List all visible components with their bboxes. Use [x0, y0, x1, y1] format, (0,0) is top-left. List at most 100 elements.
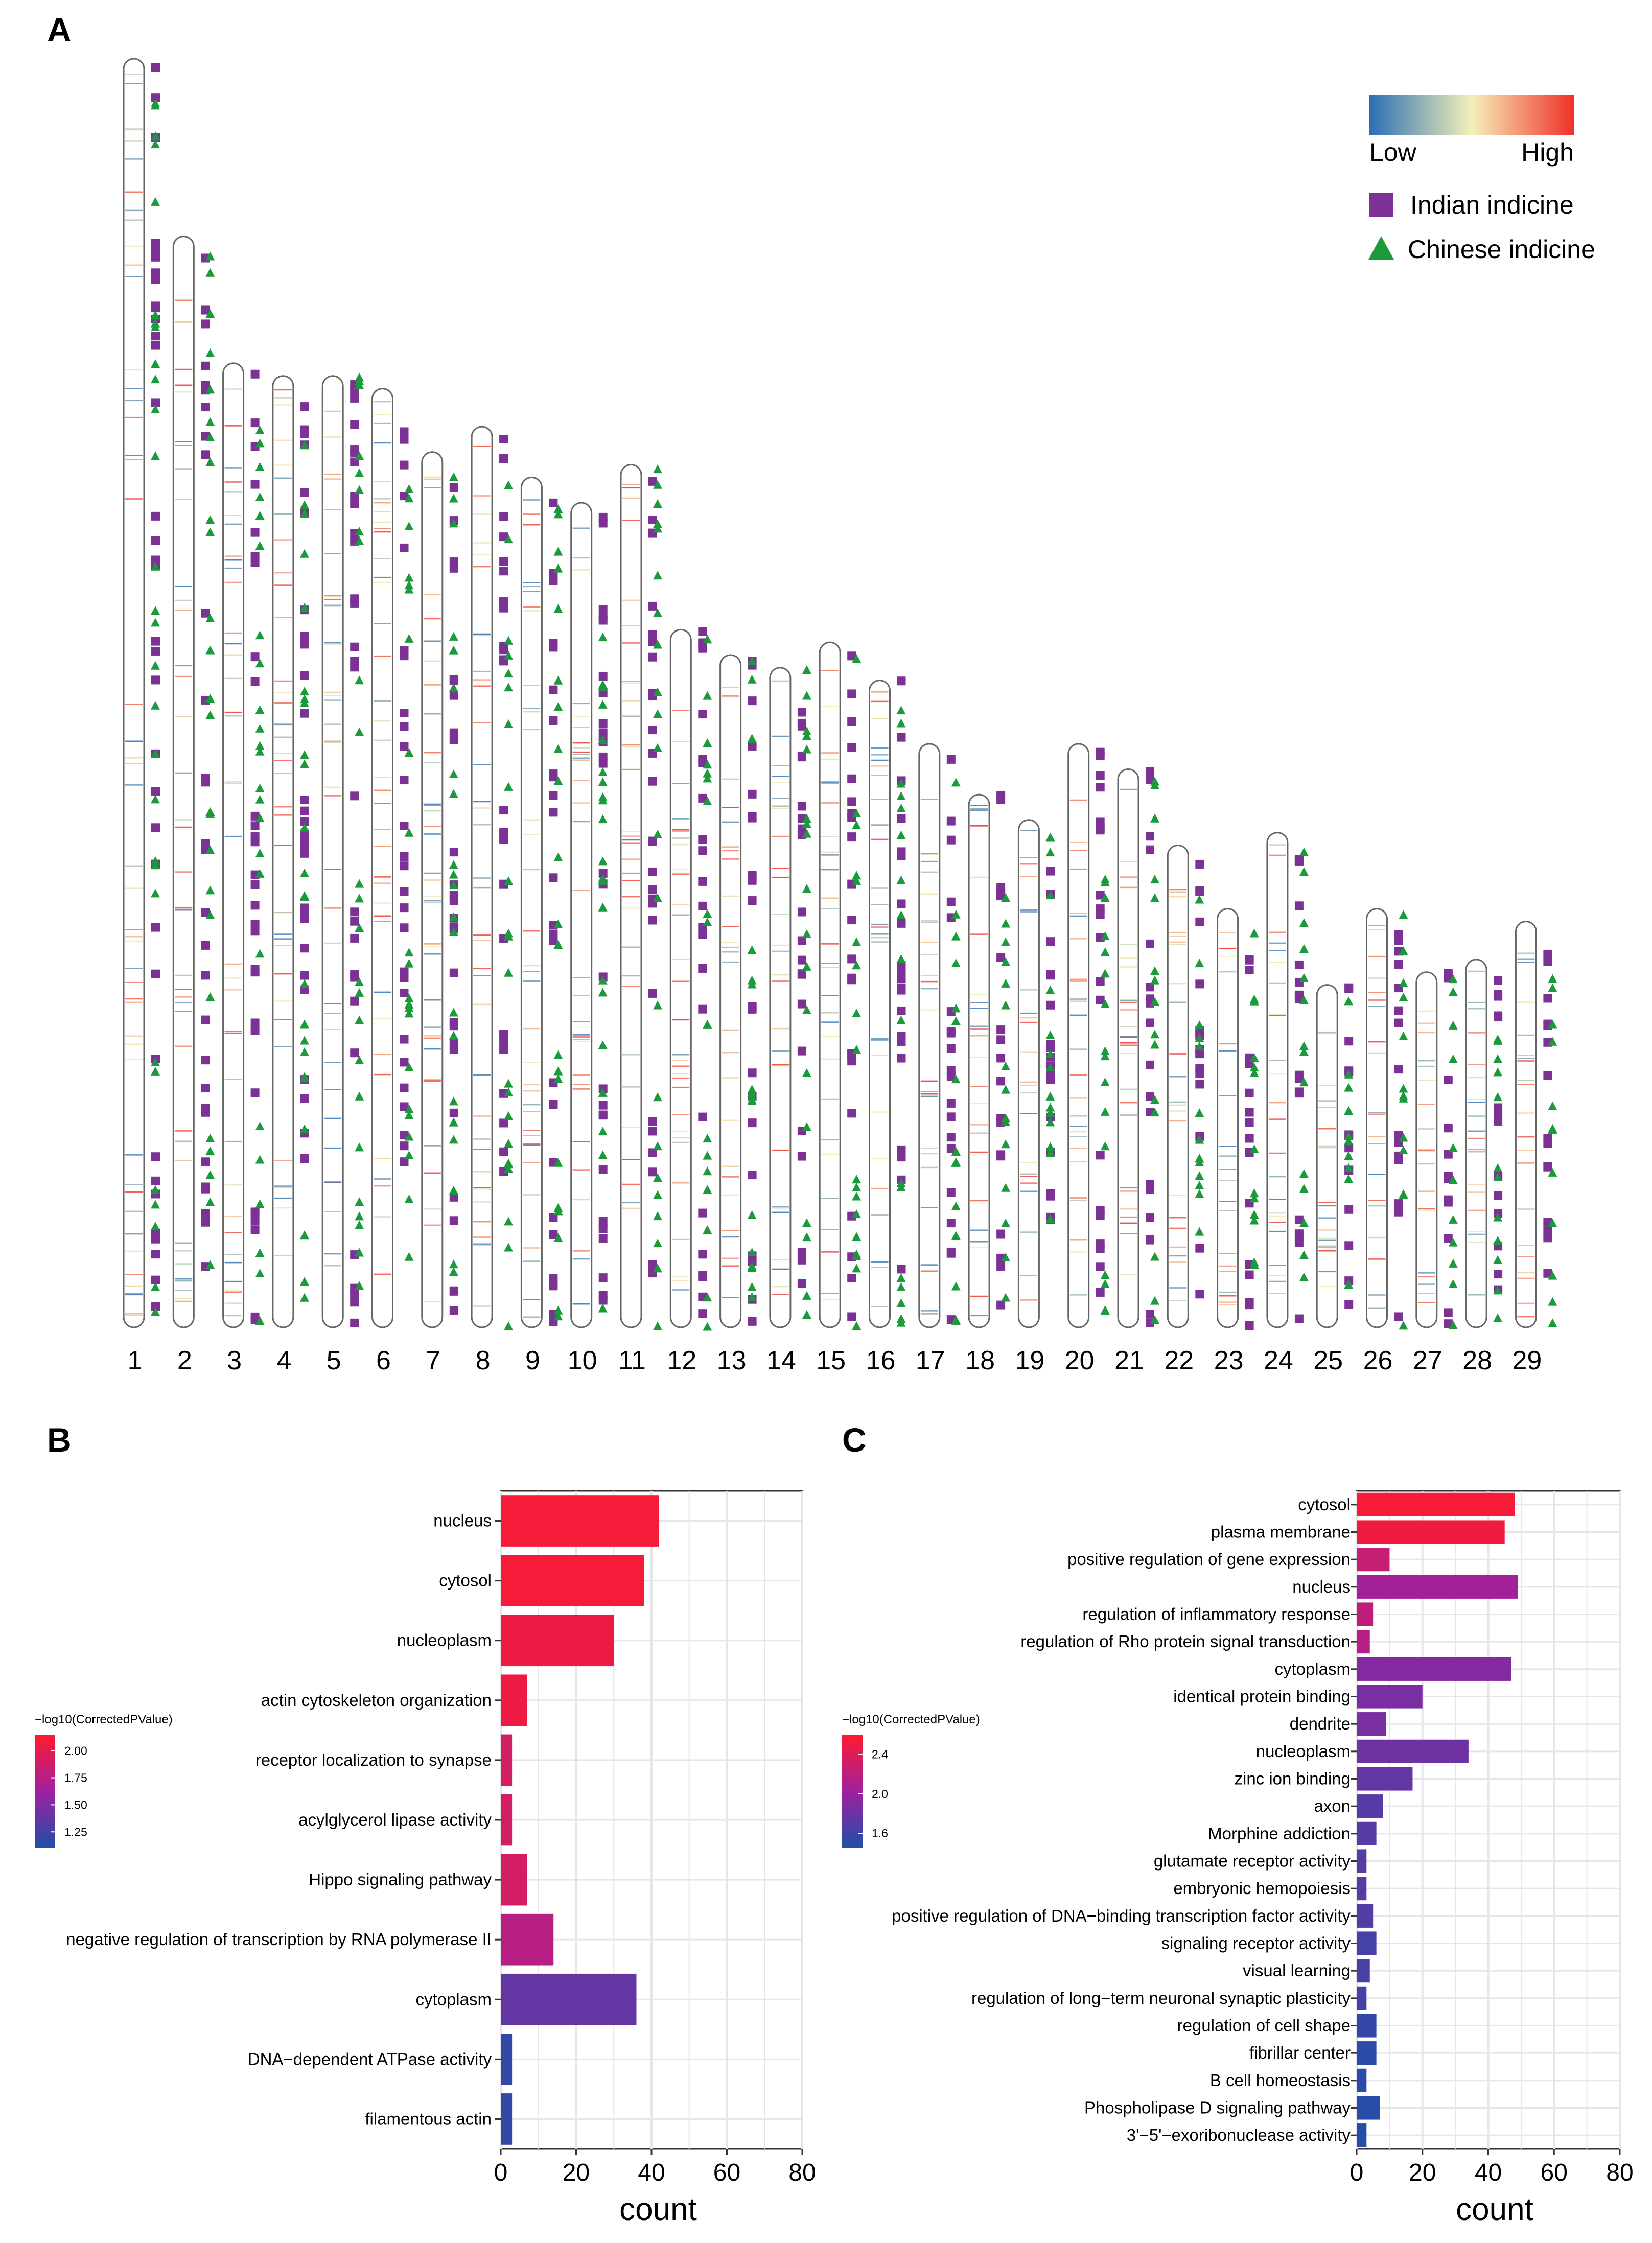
chr-12-chinese-marker [703, 768, 712, 778]
chr-11-indian-marker [648, 1117, 657, 1126]
chr-7-indian-marker [449, 1193, 458, 1202]
chr-22-indian-marker [1195, 917, 1204, 926]
chr-14-indian-marker [797, 751, 806, 760]
chr-2-chinese-marker [205, 710, 215, 719]
panel-c-legend-title: −log10(CorrectedPValue) [842, 1713, 980, 1726]
chr-1-chinese-marker [151, 101, 160, 110]
chr-10-indian-marker [598, 1165, 608, 1174]
chr-2-indian-marker [201, 306, 210, 315]
chr-3-indian-marker [250, 821, 260, 830]
chr-21-chinese-marker [1150, 1315, 1159, 1324]
chr-3-indian-marker [250, 418, 260, 428]
chr-25-chinese-marker [1344, 1069, 1354, 1079]
chr-4-chinese-marker [299, 1019, 309, 1029]
chr-25-chinese-marker [1344, 1174, 1354, 1183]
chr-14-chinese-marker [802, 1005, 811, 1014]
bar-10 [1357, 1767, 1413, 1791]
chr-20-chinese-marker [1100, 969, 1110, 978]
chr-24-chinese-marker [1299, 918, 1309, 927]
chr-6-indian-marker [400, 435, 409, 444]
chr-16-indian-marker [897, 1054, 906, 1063]
chr-20-chinese-marker [1100, 1078, 1110, 1087]
category-label: visual learning [1243, 1961, 1351, 1980]
chr-2-indian-marker [201, 450, 210, 459]
chr-7-indian-marker [449, 848, 458, 857]
chr-5-indian-marker [350, 420, 359, 429]
chr-7-chinese-marker [449, 1135, 458, 1144]
chr-6-indian-marker [400, 709, 409, 718]
chr-5-indian-marker [350, 393, 359, 403]
chr-9-chinese-marker [553, 1203, 563, 1212]
chr-6-indian-marker [400, 492, 409, 501]
chr-24-indian-marker [1294, 960, 1304, 969]
chr-3-chinese-marker [255, 438, 265, 448]
chr-24-indian-marker [1294, 1087, 1304, 1096]
chr-3-indian-marker [250, 880, 260, 889]
chr-20-indian-marker [1096, 904, 1105, 914]
chr-24-chinese-marker [1299, 973, 1309, 982]
chr-1-indian-marker [151, 675, 160, 685]
chr-6-chinese-marker [404, 1252, 414, 1261]
chr-11-chinese-marker [653, 893, 662, 902]
chr-26-chinese-marker [1399, 946, 1408, 955]
chr-4-chinese-marker [299, 1124, 309, 1133]
chr-15-chinese-marker [852, 871, 862, 880]
chr-27-indian-marker [1444, 1124, 1453, 1133]
chr-15-indian-marker [847, 1312, 856, 1321]
chr-14-indian-marker [797, 1248, 806, 1257]
panel-a-letter: A [47, 11, 72, 49]
chr-17-indian-marker [946, 1044, 956, 1053]
chr-28-indian-marker [1494, 1191, 1503, 1200]
bar-6 [501, 1854, 527, 1906]
chr-9-chinese-marker [553, 1233, 563, 1242]
chr-21-chinese-marker [1150, 966, 1159, 975]
chr-15-chinese-marker [852, 808, 862, 817]
chr-9-indian-marker [549, 1281, 558, 1291]
chromosome-label: 18 [965, 1346, 995, 1375]
scale-high-label: High [1521, 138, 1574, 167]
chr-9-chinese-marker [553, 509, 563, 519]
chr-8-indian-marker [499, 434, 508, 443]
chr-4-chinese-marker [299, 500, 309, 509]
bar-22 [1357, 2096, 1380, 2120]
chromosome-6 [371, 388, 393, 1328]
chr-27-chinese-marker [1448, 974, 1458, 984]
chr-6-chinese-marker [404, 748, 414, 757]
bar-1 [501, 1555, 644, 1606]
chr-29-indian-marker [1543, 1269, 1552, 1278]
chr-20-indian-marker [1096, 891, 1105, 900]
chr-5-indian-marker [350, 1298, 359, 1307]
chr-2-chinese-marker [205, 1133, 215, 1142]
chr-24-indian-marker [1294, 901, 1304, 910]
chr-16-chinese-marker [896, 1314, 906, 1323]
chr-10-chinese-marker [598, 1088, 608, 1097]
chr-29-indian-marker [1543, 1162, 1552, 1171]
chr-24-indian-marker [1294, 1215, 1304, 1224]
chr-3-indian-marker [250, 558, 260, 567]
chr-24-chinese-marker [1299, 1272, 1309, 1281]
chr-1-chinese-marker [151, 1185, 160, 1194]
chromosome-11 [620, 464, 642, 1328]
chr-6-indian-marker [400, 1035, 409, 1044]
chr-15-indian-marker [847, 1211, 856, 1221]
chr-10-chinese-marker [598, 633, 608, 642]
chr-14-chinese-marker [802, 727, 811, 736]
category-label: negative regulation of transcription by … [66, 1930, 492, 1949]
chr-20-indian-marker [1096, 771, 1105, 780]
chinese-indicine-legend-marker [1368, 236, 1394, 260]
chr-14-chinese-marker [802, 819, 811, 828]
chr-15-indian-marker [847, 916, 856, 925]
bar-17 [1357, 1959, 1370, 1983]
chr-1-chinese-marker [151, 131, 160, 141]
chromosome-label: 25 [1313, 1346, 1343, 1375]
chr-8-indian-marker [499, 645, 508, 655]
chr-2-chinese-marker [205, 992, 215, 1001]
chr-8-chinese-marker [504, 650, 514, 660]
chr-7-indian-marker [449, 1286, 458, 1295]
chr-1-indian-marker [151, 1152, 160, 1161]
chromosome-1 [123, 58, 145, 1328]
chromosome-24 [1266, 832, 1289, 1328]
chr-26-chinese-marker [1399, 1190, 1408, 1200]
chr-8-indian-marker [499, 512, 508, 521]
chr-22-chinese-marker [1195, 959, 1204, 968]
